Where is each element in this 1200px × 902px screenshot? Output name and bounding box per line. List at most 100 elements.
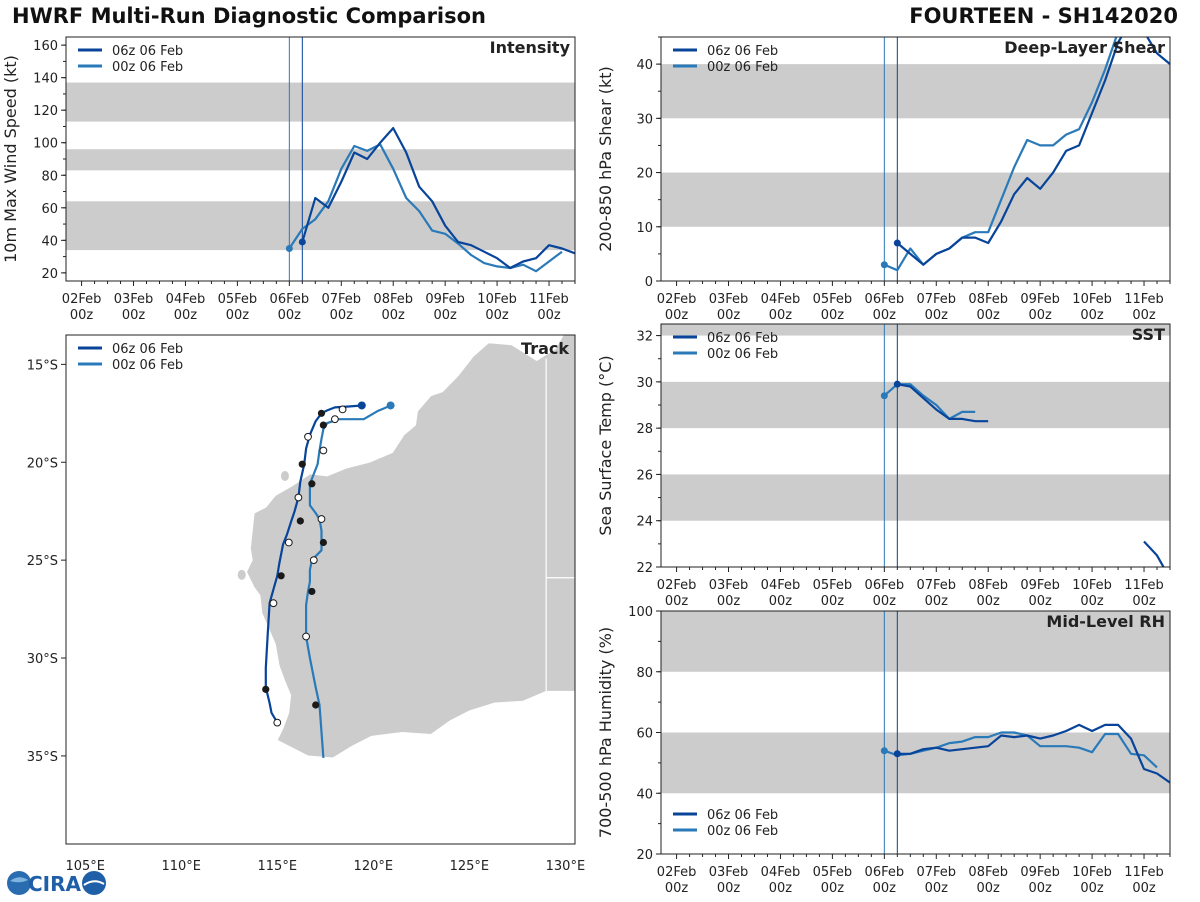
y-tick-label: 10 xyxy=(636,221,653,236)
x-tick-hour: 00z xyxy=(925,881,949,896)
track-marker-open xyxy=(284,538,293,547)
x-tick-day: 09Feb xyxy=(1020,865,1060,880)
x-tick-day: 10Feb xyxy=(1072,865,1112,880)
intensity-band-1 xyxy=(66,149,575,171)
logo-globe-icon xyxy=(7,871,31,895)
track-start-point xyxy=(386,401,395,410)
island xyxy=(280,470,289,481)
x-tick-hour: 00z xyxy=(1132,594,1156,609)
x-tick-day: 10Feb xyxy=(1072,292,1112,307)
x-tick-hour: 00z xyxy=(330,308,354,323)
x-tick-hour: 00z xyxy=(537,308,561,323)
x-tick-hour: 00z xyxy=(873,308,897,323)
x-tick-day: 08Feb xyxy=(968,292,1008,307)
y-tick-label: 28 xyxy=(636,422,653,437)
track-lon-label: 130°E xyxy=(546,859,586,874)
x-tick-hour: 00z xyxy=(485,308,509,323)
x-tick-day: 09Feb xyxy=(1020,292,1060,307)
x-tick-hour: 00z xyxy=(925,308,949,323)
rh-start-point xyxy=(893,750,901,758)
x-tick-hour: 00z xyxy=(665,881,689,896)
x-tick-day: 04Feb xyxy=(761,865,801,880)
y-tick-label: 32 xyxy=(636,330,653,345)
x-tick-hour: 00z xyxy=(873,594,897,609)
sst-title: SST xyxy=(1132,325,1165,344)
x-tick-hour: 00z xyxy=(769,308,793,323)
intensity-title: Intensity xyxy=(490,38,571,57)
intensity-start-point xyxy=(285,244,293,252)
intensity-legend-label: 00z 06 Feb xyxy=(112,60,183,75)
x-tick-day: 03Feb xyxy=(709,865,749,880)
track-start-point xyxy=(357,401,366,410)
shear-band-1 xyxy=(661,64,1170,119)
track-marker-filled xyxy=(308,480,316,488)
australia-land xyxy=(246,335,575,759)
x-tick-day: 04Feb xyxy=(761,292,801,307)
y-tick-label: 40 xyxy=(41,234,58,249)
x-tick-day: 04Feb xyxy=(166,292,206,307)
sst-band-0 xyxy=(661,474,1170,521)
y-tick-label: 80 xyxy=(41,169,58,184)
x-tick-day: 06Feb xyxy=(865,865,905,880)
track-marker-filled xyxy=(317,409,326,417)
y-tick-label: 60 xyxy=(41,202,58,217)
x-tick-hour: 00z xyxy=(1132,881,1156,896)
y-tick-label: 30 xyxy=(636,376,653,391)
y-tick-label: 100 xyxy=(628,605,653,620)
x-tick-hour: 00z xyxy=(1080,881,1104,896)
x-tick-day: 06Feb xyxy=(270,292,310,307)
y-tick-label: 160 xyxy=(33,39,58,54)
track-marker-filled xyxy=(296,517,304,525)
y-tick-label: 24 xyxy=(636,515,653,530)
x-tick-day: 07Feb xyxy=(916,865,956,880)
track-lon-label: 120°E xyxy=(354,859,394,874)
x-tick-hour: 00z xyxy=(821,594,845,609)
x-tick-day: 04Feb xyxy=(761,578,801,593)
y-tick-label: 26 xyxy=(636,468,653,483)
rh-ylabel: 700-500 hPa Humidity (%) xyxy=(596,627,615,838)
shear-start-point xyxy=(880,261,888,269)
rh-band-1 xyxy=(661,611,1170,672)
intensity-band-2 xyxy=(66,82,575,122)
x-tick-hour: 00z xyxy=(821,881,845,896)
track-lon-label: 110°E xyxy=(161,859,201,874)
x-tick-hour: 00z xyxy=(122,308,146,323)
x-tick-day: 08Feb xyxy=(968,865,1008,880)
x-tick-day: 08Feb xyxy=(373,292,413,307)
x-tick-hour: 00z xyxy=(717,308,741,323)
rh-legend-label: 06z 06 Feb xyxy=(707,808,778,823)
x-tick-day: 11Feb xyxy=(1124,292,1164,307)
track-marker-filled xyxy=(308,587,316,596)
shear-start-point xyxy=(893,239,901,247)
x-tick-day: 10Feb xyxy=(477,292,517,307)
track-frame xyxy=(65,334,576,845)
x-tick-day: 11Feb xyxy=(1124,865,1164,880)
x-tick-day: 03Feb xyxy=(114,292,154,307)
x-tick-day: 11Feb xyxy=(529,292,569,307)
rh-panel: 2040608010002Feb00z03Feb00z04Feb00z05Feb… xyxy=(596,605,1171,896)
intensity-series-line xyxy=(288,143,563,273)
rh-series-line xyxy=(897,723,1170,784)
track-marker-filled xyxy=(319,538,327,547)
track-title: Track xyxy=(521,339,569,358)
shear-legend-label: 00z 06 Feb xyxy=(707,60,778,75)
y-tick-label: 30 xyxy=(636,112,653,127)
shear-band-0 xyxy=(661,172,1170,227)
x-tick-day: 05Feb xyxy=(813,292,853,307)
logo-seal-icon xyxy=(82,871,106,895)
shear-ylabel: 200-850 hPa Shear (kt) xyxy=(596,66,615,252)
x-tick-hour: 00z xyxy=(1080,594,1104,609)
track-lat-label: 35°S xyxy=(27,750,58,765)
x-tick-day: 02Feb xyxy=(657,292,697,307)
track-panel: 105°E 110°E 115°E 120°E 125°E 130°E 15°S 20°S 25… xyxy=(27,334,586,874)
x-tick-day: 03Feb xyxy=(709,578,749,593)
sst-start-point xyxy=(880,392,888,400)
x-tick-day: 11Feb xyxy=(1124,578,1164,593)
x-tick-hour: 00z xyxy=(1028,594,1052,609)
x-tick-day: 03Feb xyxy=(709,292,749,307)
shear-series-line xyxy=(896,37,1170,266)
x-tick-hour: 00z xyxy=(769,881,793,896)
sst-legend-label: 00z 06 Feb xyxy=(707,347,778,362)
shear-panel: 01020304002Feb00z03Feb00z04Feb00z05Feb00… xyxy=(596,36,1171,323)
